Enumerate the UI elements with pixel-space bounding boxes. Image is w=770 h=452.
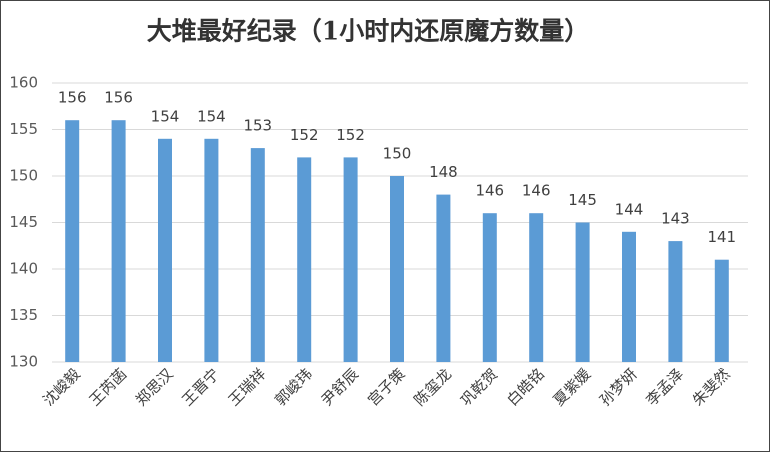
bar <box>111 120 126 362</box>
value-label: 152 <box>336 126 365 144</box>
value-label: 150 <box>383 145 412 163</box>
value-label: 145 <box>568 191 597 209</box>
value-label: 148 <box>429 163 458 181</box>
value-label: 153 <box>243 117 272 135</box>
value-label: 156 <box>104 89 133 107</box>
y-tick-label: 145 <box>9 213 38 231</box>
value-label: 146 <box>522 182 551 200</box>
bar <box>250 148 265 362</box>
bar <box>390 176 404 362</box>
bar <box>158 138 172 362</box>
value-label: 154 <box>151 107 180 125</box>
value-label: 144 <box>615 200 644 218</box>
value-label: 141 <box>707 228 736 246</box>
chart-title: 大堆最好纪录（1小时内还原魔方数量） <box>147 17 589 46</box>
bar <box>65 120 80 362</box>
y-tick-label: 130 <box>9 353 38 371</box>
bar <box>482 213 497 362</box>
y-tick-label: 140 <box>9 260 38 278</box>
value-label: 143 <box>661 210 690 228</box>
bar <box>529 213 544 362</box>
bar <box>343 157 358 362</box>
value-label: 152 <box>290 126 319 144</box>
bar <box>622 231 636 362</box>
y-tick-label: 150 <box>9 167 38 185</box>
y-tick-label: 135 <box>9 306 38 324</box>
bar <box>575 222 590 362</box>
bar <box>204 138 219 362</box>
y-tick-label: 160 <box>9 74 38 92</box>
value-label: 156 <box>58 89 87 107</box>
value-label: 154 <box>197 107 226 125</box>
bar <box>714 259 729 362</box>
bar <box>297 157 312 362</box>
bar <box>668 241 683 362</box>
value-label: 146 <box>475 182 504 200</box>
y-tick-label: 155 <box>9 120 38 138</box>
bar <box>436 194 451 362</box>
